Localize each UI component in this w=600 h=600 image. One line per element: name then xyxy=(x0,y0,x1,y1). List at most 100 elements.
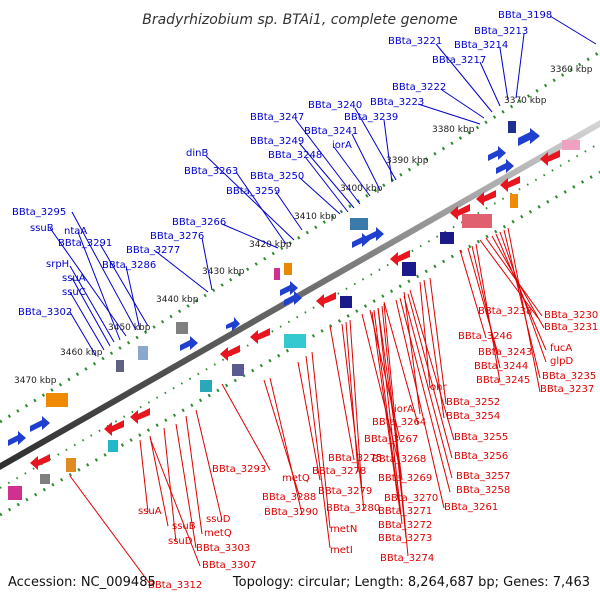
reverse-gene-label: BBta_3267 xyxy=(364,434,418,445)
reverse-gene-label: BBta_3273 xyxy=(378,533,432,544)
reverse-gene-label: fucA xyxy=(550,343,572,354)
tick-label: 3440 kbp xyxy=(156,295,199,305)
reverse-gene-label: BBta_3244 xyxy=(474,361,528,372)
forward-callout-lines xyxy=(49,15,597,357)
reverse-gene-block xyxy=(562,140,580,150)
reverse-gene-label: BBta_3290 xyxy=(264,507,318,518)
reverse-gene-label: BBta_3235 xyxy=(542,371,596,382)
forward-gene-block xyxy=(350,218,368,230)
tick-label: 3430 kbp xyxy=(202,267,245,277)
forward-gene-label: BBta_3276 xyxy=(150,231,204,242)
forward-gene-block xyxy=(138,346,148,360)
reverse-gene-label: glpD xyxy=(550,356,573,367)
reverse-gene-block xyxy=(284,334,306,348)
reverse-gene-block xyxy=(340,296,352,308)
reverse-gene-label: BBta_3271 xyxy=(378,506,432,517)
reverse-gene-label: BBta_3288 xyxy=(262,492,316,503)
reverse-gene-label: BBta_3246 xyxy=(458,331,512,342)
forward-gene-label: BBta_3223 xyxy=(370,97,424,108)
reverse-gene-label: ssuA xyxy=(138,506,162,517)
reverse-gene-label: BBta_3275 xyxy=(328,453,382,464)
reverse-gene-arrow xyxy=(30,454,50,470)
reverse-gene-label: ssuB xyxy=(172,521,196,532)
accession-text: Accession: NC_009485 xyxy=(8,575,156,590)
reverse-gene-label: BBta_3257 xyxy=(456,471,510,482)
forward-gene-label: ntaA xyxy=(64,226,87,237)
forward-gene-block xyxy=(284,263,292,275)
reverse-gene-label: BBta_3272 xyxy=(378,520,432,531)
reverse-gene-label: BBta_3252 xyxy=(446,397,500,408)
reverse-gene-labels: BBta_3238 BBta_3230 BBta_3231 BBta_3246 … xyxy=(138,306,598,591)
reverse-gene-block xyxy=(8,486,22,500)
forward-gene-block xyxy=(274,268,280,280)
reverse-gene-arrow xyxy=(130,408,150,424)
reverse-gene-arrow xyxy=(316,292,336,308)
reverse-gene-label: BBta_3280 xyxy=(326,503,380,514)
forward-gene-label: ssuA xyxy=(62,273,86,284)
reverse-gene-arrow xyxy=(390,250,410,266)
forward-gene-block xyxy=(46,393,68,407)
reverse-gene-label: ssuD xyxy=(206,514,231,525)
reverse-gene-label: BBta_3231 xyxy=(544,322,598,333)
reverse-gene-arrow xyxy=(476,190,496,206)
forward-gene-label: BBta_3277 xyxy=(126,245,180,256)
reverse-gene-label: BBta_3268 xyxy=(372,454,426,465)
forward-gene-labels: BBta_3198 BBta_3213 BBta_3214 BBta_3217 … xyxy=(12,10,552,318)
forward-gene-label: BBta_3291 xyxy=(58,238,112,249)
tick-label: 3450 kbp xyxy=(108,323,151,333)
forward-gene-label: BBta_3241 xyxy=(304,126,358,137)
forward-gene-label: BBta_3198 xyxy=(498,10,552,21)
forward-gene-label: BBta_3249 xyxy=(250,136,304,147)
forward-gene-arrow xyxy=(496,159,514,174)
tick-label: 3390 kbp xyxy=(386,156,429,166)
forward-gene-label: BBta_3213 xyxy=(474,26,528,37)
forward-gene-label: BBta_3214 xyxy=(454,40,508,51)
forward-gene-label: BBta_3248 xyxy=(268,150,322,161)
reverse-gene-label: ohr xyxy=(430,382,447,393)
tick-label: 3380 kbp xyxy=(432,125,475,135)
reverse-gene-block xyxy=(510,194,518,208)
reverse-gene-arrow xyxy=(250,328,270,344)
reverse-gene-label: BBta_3303 xyxy=(196,543,250,554)
reverse-gene-label: BBta_3293 xyxy=(212,464,266,475)
gene-features xyxy=(8,121,580,500)
forward-gene-label: BBta_3217 xyxy=(432,55,486,66)
reverse-gene-label: BBta_3243 xyxy=(478,347,532,358)
reverse-gene-label: ssuD xyxy=(168,536,193,547)
genome-summary-text: Topology: circular; Length: 8,264,687 bp… xyxy=(232,575,590,590)
reverse-gene-block xyxy=(440,232,454,244)
forward-gene-label: BBta_3239 xyxy=(344,112,398,123)
backbone-band xyxy=(0,120,600,470)
forward-gene-label: srpH xyxy=(46,259,69,270)
reverse-gene-label: iorA xyxy=(394,404,414,415)
tick-label: 3370 kbp xyxy=(504,96,547,106)
tick-label: 3470 kbp xyxy=(14,376,57,386)
forward-gene-label: BBta_3259 xyxy=(226,186,280,197)
tick-label: 3410 kbp xyxy=(294,212,337,222)
reverse-gene-block xyxy=(40,474,50,484)
reverse-gene-label: BBta_3279 xyxy=(318,486,372,497)
reverse-gene-label: BBta_3269 xyxy=(378,473,432,484)
reverse-gene-label: BBta_3238 xyxy=(478,306,532,317)
reverse-gene-label: BBta_3278 xyxy=(312,466,366,477)
reverse-gene-arrow xyxy=(450,204,470,220)
reverse-gene-arrow xyxy=(220,345,240,361)
forward-gene-label: BBta_3295 xyxy=(12,207,66,218)
forward-gene-label: BBta_3221 xyxy=(388,36,442,47)
reverse-gene-label: BBta_3245 xyxy=(476,375,530,386)
forward-gene-arrow xyxy=(8,431,26,446)
forward-gene-label: BBta_3240 xyxy=(308,100,362,111)
forward-gene-label: dinB xyxy=(186,148,208,159)
reverse-gene-label: BBta_3307 xyxy=(202,560,256,571)
reverse-gene-block xyxy=(402,262,416,276)
forward-gene-label: BBta_3286 xyxy=(102,260,156,271)
tick-label: 3360 kbp xyxy=(550,65,593,75)
reverse-gene-label: BBta_3274 xyxy=(380,553,434,564)
reverse-gene-label: metI xyxy=(330,545,353,556)
forward-gene-arrow xyxy=(284,291,302,306)
forward-gene-label: BBta_3222 xyxy=(392,82,446,93)
reverse-gene-label: metQ xyxy=(282,473,310,484)
reverse-gene-label: BBta_3270 xyxy=(384,493,438,504)
reverse-gene-block xyxy=(462,214,492,228)
